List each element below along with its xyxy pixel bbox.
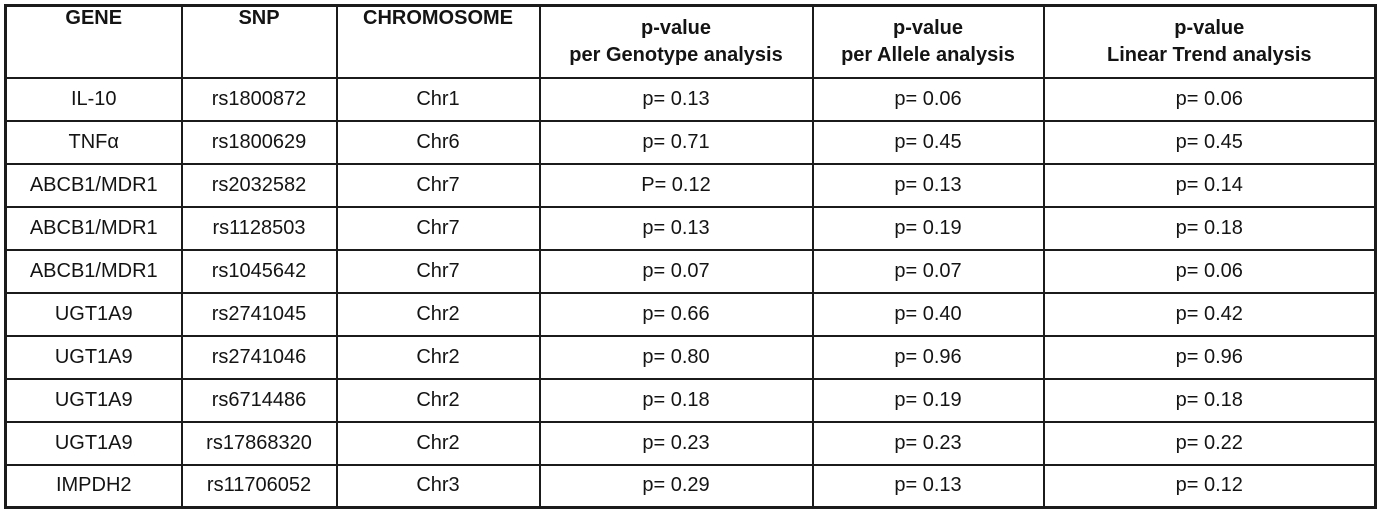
table-row: UGT1A9 rs6714486 Chr2 p= 0.18 p= 0.19 p=… (4, 377, 1377, 423)
cell-snp: rs2032582 (180, 162, 338, 208)
header-line-1: p-value (1174, 16, 1245, 39)
cell-pvalue-linear-trend: p= 0.96 (1042, 334, 1377, 380)
cell-snp: rs1800872 (180, 76, 338, 122)
cell-pvalue-linear-trend: p= 0.06 (1042, 248, 1377, 294)
cell-pvalue-allele: p= 0.13 (811, 162, 1045, 208)
cell-snp: rs1800629 (180, 119, 338, 165)
table-row: TNFα rs1800629 Chr6 p= 0.71 p= 0.45 p= 0… (4, 119, 1377, 165)
cell-pvalue-linear-trend: p= 0.12 (1042, 463, 1377, 509)
cell-gene: UGT1A9 (4, 377, 183, 423)
cell-chromosome: Chr1 (335, 76, 541, 122)
column-header-pvalue-allele: p-value per Allele analysis (811, 4, 1045, 79)
cell-snp: rs2741045 (180, 291, 338, 337)
cell-chromosome: Chr6 (335, 119, 541, 165)
column-header-pvalue-linear-trend: p-value Linear Trend analysis (1042, 4, 1377, 79)
snp-pvalue-results-table: GENE SNP CHROMOSOME p-value per Genotype… (4, 4, 1377, 509)
cell-gene: UGT1A9 (4, 334, 183, 380)
cell-pvalue-allele: p= 0.06 (811, 76, 1045, 122)
cell-chromosome: Chr7 (335, 205, 541, 251)
table-row: UGT1A9 rs2741045 Chr2 p= 0.66 p= 0.40 p=… (4, 291, 1377, 337)
cell-pvalue-allele: p= 0.07 (811, 248, 1045, 294)
cell-pvalue-allele: p= 0.23 (811, 420, 1045, 466)
cell-pvalue-genotype: p= 0.80 (538, 334, 814, 380)
cell-gene: ABCB1/MDR1 (4, 248, 183, 294)
table-row: UGT1A9 rs17868320 Chr2 p= 0.23 p= 0.23 p… (4, 420, 1377, 466)
cell-pvalue-linear-trend: p= 0.42 (1042, 291, 1377, 337)
cell-pvalue-genotype: p= 0.66 (538, 291, 814, 337)
cell-pvalue-allele: p= 0.19 (811, 205, 1045, 251)
cell-pvalue-allele: p= 0.13 (811, 463, 1045, 509)
cell-pvalue-genotype: P= 0.12 (538, 162, 814, 208)
cell-pvalue-genotype: p= 0.07 (538, 248, 814, 294)
table-row: IMPDH2 rs11706052 Chr3 p= 0.29 p= 0.13 p… (4, 463, 1377, 509)
cell-pvalue-genotype: p= 0.29 (538, 463, 814, 509)
cell-snp: rs1128503 (180, 205, 338, 251)
cell-snp: rs17868320 (180, 420, 338, 466)
header-line-1: p-value (640, 16, 712, 39)
cell-chromosome: Chr2 (335, 334, 541, 380)
cell-pvalue-genotype: p= 0.13 (538, 76, 814, 122)
cell-pvalue-allele: p= 0.40 (811, 291, 1045, 337)
cell-chromosome: Chr2 (335, 377, 541, 423)
cell-chromosome: Chr3 (335, 463, 541, 509)
cell-chromosome: Chr2 (335, 291, 541, 337)
cell-gene: UGT1A9 (4, 291, 183, 337)
header-line-2: per Genotype analysis (569, 43, 783, 66)
table-body: IL-10 rs1800872 Chr1 p= 0.13 p= 0.06 p= … (4, 76, 1377, 509)
cell-pvalue-linear-trend: p= 0.18 (1042, 377, 1377, 423)
cell-gene: ABCB1/MDR1 (4, 205, 183, 251)
table-row: ABCB1/MDR1 rs1045642 Chr7 p= 0.07 p= 0.0… (4, 248, 1377, 294)
snp-pvalue-table-container: GENE SNP CHROMOSOME p-value per Genotype… (4, 4, 1377, 509)
cell-pvalue-genotype: p= 0.13 (538, 205, 814, 251)
header-line-2: Linear Trend analysis (1106, 43, 1312, 66)
column-header-gene: GENE (4, 4, 183, 79)
table-row: ABCB1/MDR1 rs2032582 Chr7 P= 0.12 p= 0.1… (4, 162, 1377, 208)
cell-pvalue-linear-trend: p= 0.22 (1042, 420, 1377, 466)
cell-snp: rs11706052 (180, 463, 338, 509)
header-row: GENE SNP CHROMOSOME p-value per Genotype… (4, 4, 1377, 79)
cell-gene: TNFα (4, 119, 183, 165)
column-header-pvalue-genotype: p-value per Genotype analysis (538, 4, 814, 79)
cell-pvalue-linear-trend: p= 0.45 (1042, 119, 1377, 165)
cell-pvalue-genotype: p= 0.23 (538, 420, 814, 466)
column-header-snp: SNP (180, 4, 338, 79)
table-header: GENE SNP CHROMOSOME p-value per Genotype… (4, 4, 1377, 79)
cell-pvalue-allele: p= 0.96 (811, 334, 1045, 380)
header-line-1: p-value (892, 16, 964, 39)
cell-pvalue-allele: p= 0.45 (811, 119, 1045, 165)
cell-chromosome: Chr7 (335, 162, 541, 208)
cell-gene: UGT1A9 (4, 420, 183, 466)
cell-pvalue-linear-trend: p= 0.14 (1042, 162, 1377, 208)
cell-pvalue-genotype: p= 0.71 (538, 119, 814, 165)
cell-pvalue-linear-trend: p= 0.06 (1042, 76, 1377, 122)
cell-pvalue-allele: p= 0.19 (811, 377, 1045, 423)
cell-snp: rs2741046 (180, 334, 338, 380)
header-line-2: per Allele analysis (841, 43, 1015, 66)
cell-gene: IL-10 (4, 76, 183, 122)
cell-pvalue-genotype: p= 0.18 (538, 377, 814, 423)
table-row: IL-10 rs1800872 Chr1 p= 0.13 p= 0.06 p= … (4, 76, 1377, 122)
table-row: UGT1A9 rs2741046 Chr2 p= 0.80 p= 0.96 p=… (4, 334, 1377, 380)
cell-chromosome: Chr2 (335, 420, 541, 466)
cell-snp: rs6714486 (180, 377, 338, 423)
cell-chromosome: Chr7 (335, 248, 541, 294)
cell-gene: IMPDH2 (4, 463, 183, 509)
cell-snp: rs1045642 (180, 248, 338, 294)
cell-pvalue-linear-trend: p= 0.18 (1042, 205, 1377, 251)
table-row: ABCB1/MDR1 rs1128503 Chr7 p= 0.13 p= 0.1… (4, 205, 1377, 251)
column-header-chromosome: CHROMOSOME (335, 4, 541, 79)
cell-gene: ABCB1/MDR1 (4, 162, 183, 208)
